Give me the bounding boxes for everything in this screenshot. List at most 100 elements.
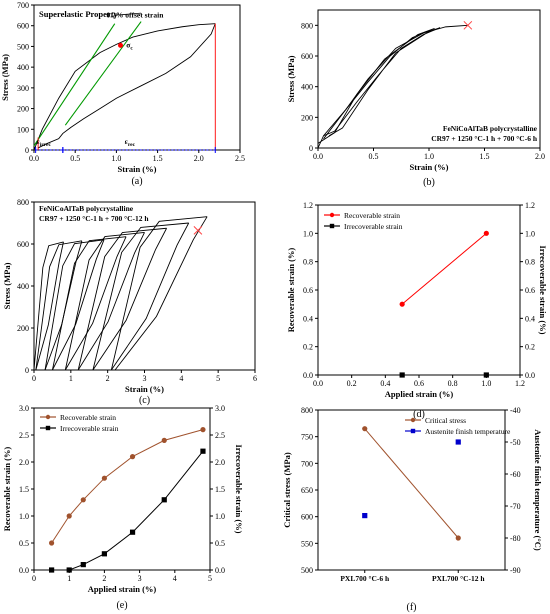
legend-marker	[410, 428, 416, 434]
y2-tick-label: -70	[510, 502, 521, 511]
panel-a: 0.0 0.5 1.0 1.5 2.0 2.5 0 100 200 300 400 500 600 700…	[0, 1, 245, 187]
y-axis-label: Recoverable strain (%)	[2, 447, 12, 532]
y-tick-label: 0	[25, 146, 29, 155]
x-tick-label: 2	[102, 574, 106, 583]
eps-irrec-label: εirrec	[36, 137, 51, 148]
y2-tick-label: 0.0	[215, 566, 225, 575]
y-tick-label: 800	[301, 21, 313, 30]
x-tick-label: 0.4	[380, 379, 390, 388]
series-line	[401, 232, 487, 305]
eps-rec-label: εrec	[125, 137, 136, 148]
y-tick-label: 300	[17, 84, 29, 93]
y2-tick-label: 2.0	[215, 458, 225, 467]
y2-tick-label: -80	[510, 534, 521, 543]
panel-c: 0 1 2 3 4 5 6 0 200 400 600 800 Strain (%) Stress (MP…	[2, 198, 257, 406]
legend-entry: Critical stress	[425, 416, 466, 425]
panel-caption: (d)	[413, 409, 425, 420]
y2-tick-label: 3.0	[215, 404, 225, 413]
y-tick-label: 0.2	[303, 343, 313, 352]
condition-line-1: FeNiCoAlTaB polycrystalline	[443, 124, 538, 133]
x-axis-label: Strain (%)	[410, 162, 449, 172]
x-tick-label: 3	[143, 374, 147, 383]
offset_line_1	[33, 23, 116, 147]
x-tick-label: 1	[69, 374, 73, 383]
cycle_2	[323, 27, 441, 137]
offset-arrow	[114, 12, 142, 16]
y-tick-label: 200	[301, 113, 313, 122]
x-tick-label: 1.5	[480, 152, 490, 161]
failure-mark	[193, 225, 203, 235]
unloading-path	[64, 236, 127, 371]
loading-path	[77, 227, 167, 371]
y-tick-label: 400	[17, 282, 29, 291]
y-tick-label: 550	[301, 539, 313, 548]
y2-tick-label: 1.5	[215, 485, 225, 494]
unloading-path	[110, 222, 190, 371]
data-point	[161, 497, 167, 503]
x-tick-label: 0	[32, 374, 36, 383]
loading-path	[44, 239, 105, 371]
y-axis-label: Critical stress (MPa)	[282, 452, 292, 528]
series-line	[51, 429, 204, 544]
y-axis-label: Stress (MPa)	[286, 55, 296, 102]
x-tick-label: 2	[106, 374, 110, 383]
y-tick-label: 400	[301, 83, 313, 92]
x-tick-label: 0.5	[369, 152, 379, 161]
y-axis-label: Recoverable strain (%)	[286, 248, 296, 333]
y-tick-label: 2.5	[19, 431, 29, 440]
panel-f: 500 550 600 650 700 750 800 -90 -80 -70 -60 -50 -40 C…	[282, 406, 543, 613]
y-tick-label: 700	[301, 459, 313, 468]
loading-path	[64, 232, 145, 371]
data-point	[80, 562, 86, 568]
unloading-path	[52, 239, 105, 371]
y-tick-label: 650	[301, 486, 313, 495]
y-tick-label: 3.0	[19, 404, 29, 413]
x-tick-label: 4	[173, 574, 177, 583]
y2-tick-label: 0.4	[525, 314, 535, 323]
legend-entry: Recoverable strain	[344, 211, 400, 220]
unloading-path	[92, 228, 167, 371]
panel-caption: (f)	[407, 602, 417, 613]
unloading-path	[44, 240, 83, 371]
loop_loading	[33, 23, 216, 151]
panel-b: 0.0 0.5 1.0 1.5 2.0 0 200 400 600 800 Strain (%) St…	[286, 9, 545, 188]
legend-marker	[410, 417, 416, 423]
y2-tick-label: 0.5	[215, 539, 225, 548]
loading-path	[35, 240, 82, 371]
x-tick-label: 0.8	[448, 379, 458, 388]
y-tick-label: 1.2	[303, 201, 313, 210]
y-tick-label: 500	[301, 566, 313, 575]
y-tick-label: 600	[17, 240, 29, 249]
y-tick-label: 200	[17, 105, 29, 114]
y-tick-label: 750	[301, 433, 313, 442]
y-tick-label: 800	[17, 198, 29, 207]
data-point	[200, 427, 206, 433]
category-label: PXL700 °C-6 h	[340, 574, 390, 583]
y-tick-label: 100	[17, 125, 29, 134]
data-point	[129, 454, 136, 460]
y-tick-label: 0	[25, 366, 29, 375]
x-tick-label: 1.0	[111, 154, 121, 163]
panel-caption: (c)	[139, 395, 150, 406]
legend-marker	[329, 223, 335, 229]
rec_bracket-end	[62, 147, 216, 153]
series-line	[364, 428, 459, 539]
y-tick-label: 400	[17, 63, 29, 72]
x-tick-label: 2.0	[194, 154, 204, 163]
y2-tick-label: 1.2	[525, 201, 535, 210]
x-tick-label: 0.0	[313, 152, 323, 161]
y-tick-label: 0.0	[19, 566, 29, 575]
x-tick-label: 0	[32, 574, 36, 583]
panel-caption: (e)	[116, 600, 127, 611]
condition-line-2: CR97 + 1250 °C-1 h + 700 °C-12 h	[39, 214, 149, 223]
y2-tick-label: -40	[510, 406, 521, 415]
data-point	[49, 567, 55, 573]
y-tick-label: 0	[309, 144, 313, 153]
y-tick-label: 0.0	[303, 371, 313, 380]
x-tick-label: 0.2	[347, 379, 357, 388]
y-tick-label: 1.0	[303, 229, 313, 238]
data-point	[80, 497, 86, 503]
y-tick-label: 2.0	[19, 458, 29, 467]
y2-axis-label: Irrecoverable strain (%)	[538, 245, 548, 334]
